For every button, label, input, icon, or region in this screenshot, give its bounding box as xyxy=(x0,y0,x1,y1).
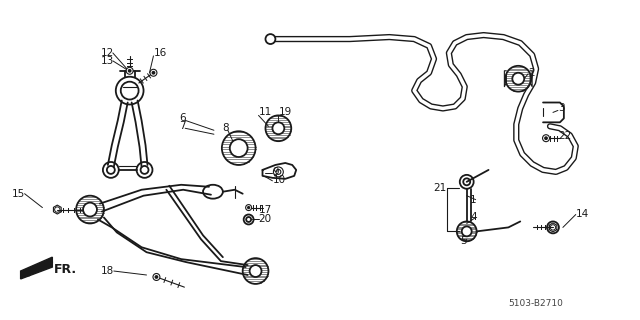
Circle shape xyxy=(250,265,262,277)
Circle shape xyxy=(273,122,284,134)
Text: 5: 5 xyxy=(460,236,467,246)
Text: 7: 7 xyxy=(180,121,186,131)
Circle shape xyxy=(126,67,133,74)
Text: 14: 14 xyxy=(576,209,589,219)
Text: 17: 17 xyxy=(259,204,272,215)
Text: 22: 22 xyxy=(558,131,571,141)
Text: 19: 19 xyxy=(278,108,292,117)
Circle shape xyxy=(543,135,550,142)
Text: 8: 8 xyxy=(222,123,228,133)
Circle shape xyxy=(154,275,158,279)
Circle shape xyxy=(246,204,252,211)
Circle shape xyxy=(150,69,157,76)
Text: 1: 1 xyxy=(470,195,477,205)
Text: 3: 3 xyxy=(558,103,564,114)
Text: 5103-B2710: 5103-B2710 xyxy=(508,299,563,308)
Circle shape xyxy=(153,274,160,280)
Text: 20: 20 xyxy=(259,214,271,224)
Circle shape xyxy=(230,139,248,157)
Circle shape xyxy=(247,206,250,209)
Text: 11: 11 xyxy=(259,108,272,117)
Text: 21: 21 xyxy=(434,183,447,193)
Text: 15: 15 xyxy=(12,189,24,199)
Circle shape xyxy=(152,71,156,75)
Text: 10: 10 xyxy=(273,175,285,185)
Text: 12: 12 xyxy=(100,48,114,58)
Polygon shape xyxy=(20,257,52,279)
Circle shape xyxy=(461,227,472,236)
Text: 13: 13 xyxy=(100,56,114,66)
Circle shape xyxy=(266,34,275,44)
Text: FR.: FR. xyxy=(54,262,77,276)
Circle shape xyxy=(544,136,548,140)
Text: 18: 18 xyxy=(100,266,114,276)
Text: 9: 9 xyxy=(273,167,279,177)
Text: 2: 2 xyxy=(528,68,535,78)
Circle shape xyxy=(128,69,132,73)
Circle shape xyxy=(512,73,524,85)
Text: 6: 6 xyxy=(180,113,186,124)
Text: 16: 16 xyxy=(154,48,166,58)
Text: 4: 4 xyxy=(470,212,477,222)
Circle shape xyxy=(83,203,97,217)
